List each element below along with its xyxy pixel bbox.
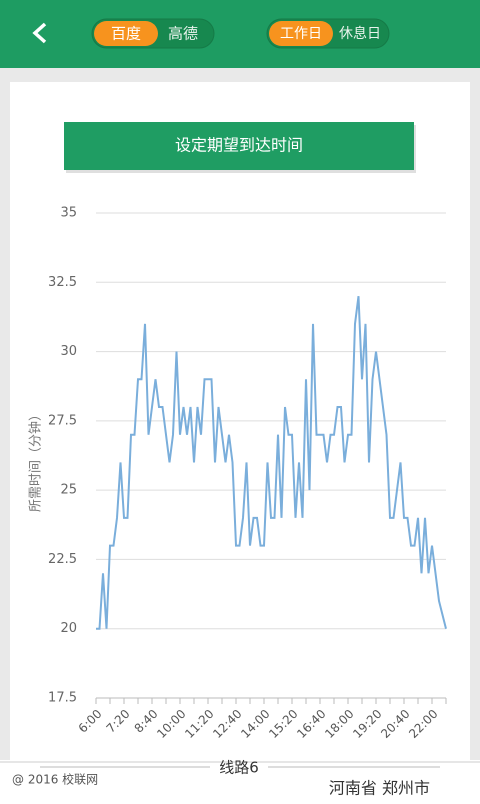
location: 河南省 郑州市 bbox=[329, 779, 430, 798]
header bbox=[0, 0, 480, 68]
y-tick-label: 27.5 bbox=[48, 413, 77, 428]
day-option-active[interactable] bbox=[269, 21, 333, 46]
y-tick-label: 30 bbox=[60, 344, 77, 359]
y-tick-label: 25 bbox=[60, 483, 77, 498]
copyright: @ 2016 校联网 bbox=[12, 772, 98, 787]
y-axis-label: 所需时间（分钟） bbox=[28, 408, 44, 512]
y-tick-label: 22.5 bbox=[48, 552, 77, 567]
series-line bbox=[96, 296, 447, 630]
back-button[interactable] bbox=[32, 22, 47, 44]
day-option[interactable]: 工作日 bbox=[280, 26, 322, 42]
map-option[interactable]: 百度 bbox=[111, 25, 141, 43]
map-option[interactable]: 高德 bbox=[168, 25, 198, 43]
day-option[interactable]: 休息日 bbox=[339, 25, 381, 42]
card bbox=[10, 82, 470, 772]
set-time-button[interactable] bbox=[64, 122, 414, 170]
button-label[interactable]: 设定期望到达时间 bbox=[175, 136, 303, 155]
y-tick-label: 20 bbox=[60, 621, 77, 636]
y-tick-label: 32.5 bbox=[48, 275, 77, 290]
map-option-active[interactable] bbox=[94, 21, 158, 46]
y-tick-label: 17.5 bbox=[48, 691, 77, 706]
y-tick-label: 35 bbox=[60, 206, 77, 221]
route-name: 线路6 bbox=[219, 759, 259, 777]
